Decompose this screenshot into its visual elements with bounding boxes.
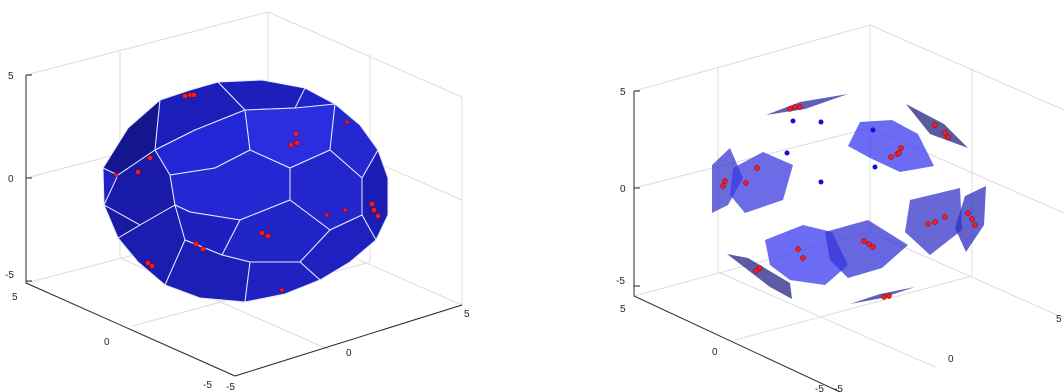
left-z-tick-5: 5 <box>8 71 14 82</box>
facet-top <box>766 94 848 115</box>
right-z-tick-m5: -5 <box>616 276 625 287</box>
right-centers <box>784 118 878 185</box>
right-y-tick-m5: -5 <box>834 384 843 392</box>
right-x-tick-labels: 5 0 -5 <box>620 304 824 392</box>
right-facets <box>712 94 986 304</box>
right-x-tick-m5: -5 <box>815 384 824 392</box>
facet-bottom-center <box>825 220 908 278</box>
right-y-tick-0: 0 <box>948 354 954 365</box>
left-axis-lines <box>25 74 463 377</box>
right-x-tick-0: 0 <box>712 347 718 358</box>
right-y-tick-labels: -5 0 5 <box>834 314 1062 392</box>
right-axis-lines <box>633 90 841 392</box>
left-x-tick-5: 5 <box>12 292 18 303</box>
left-3d-axes: 5 0 -5 5 0 -5 -5 0 5 <box>5 11 470 392</box>
left-z-tick-m5: -5 <box>5 270 14 281</box>
left-y-tick-0: 0 <box>346 348 352 359</box>
right-points <box>720 104 978 300</box>
facet-bottom-low <box>727 254 792 299</box>
right-z-tick-5: 5 <box>620 87 626 98</box>
right-grid <box>633 24 1064 368</box>
right-z-tick-0: 0 <box>620 184 626 195</box>
left-y-tick-labels: -5 0 5 <box>226 309 470 392</box>
left-points <box>113 92 381 293</box>
facet-left <box>730 152 793 213</box>
facet-upper-center <box>848 120 934 172</box>
left-z-tick-0: 0 <box>8 174 14 185</box>
right-3d-axes: 5 0 -5 5 0 -5 -5 0 5 <box>616 24 1064 392</box>
left-y-tick-m5: -5 <box>226 382 235 392</box>
left-x-tick-labels: 5 0 -5 <box>12 292 212 391</box>
left-z-tick-labels: 5 0 -5 <box>5 71 14 281</box>
right-x-tick-5: 5 <box>620 304 626 315</box>
left-x-tick-0: 0 <box>104 337 110 348</box>
left-x-tick-m5: -5 <box>203 380 212 391</box>
right-y-tick-5: 5 <box>1056 314 1062 325</box>
left-y-tick-5: 5 <box>464 309 470 320</box>
right-z-tick-labels: 5 0 -5 <box>616 87 626 287</box>
